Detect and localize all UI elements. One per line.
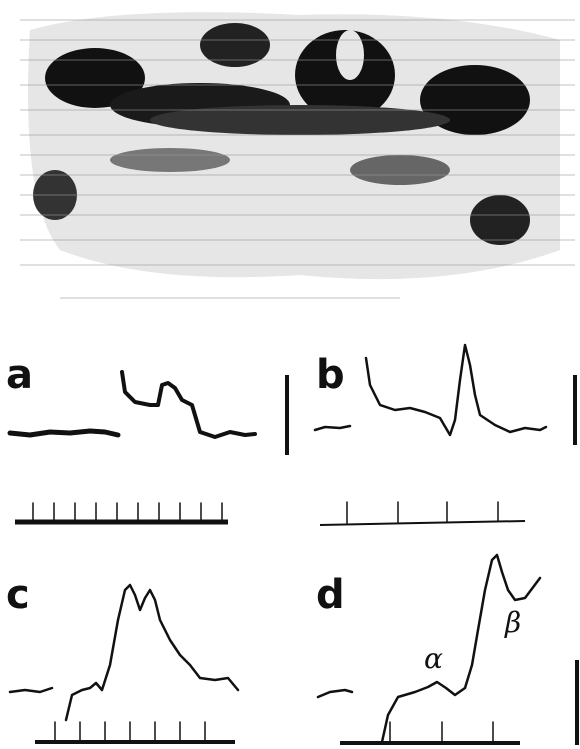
panel-label: b <box>316 352 345 398</box>
panel-label: d <box>316 572 345 618</box>
panel-c: c <box>6 572 240 744</box>
panel-label: a <box>6 352 33 398</box>
panel-d: d α β <box>316 553 579 745</box>
panel-a: a <box>6 352 289 525</box>
annotation: α <box>424 642 443 675</box>
panel-label: c <box>6 572 30 618</box>
panel-b: b <box>313 343 577 526</box>
map-image <box>20 12 575 299</box>
annotation: β <box>504 606 521 639</box>
